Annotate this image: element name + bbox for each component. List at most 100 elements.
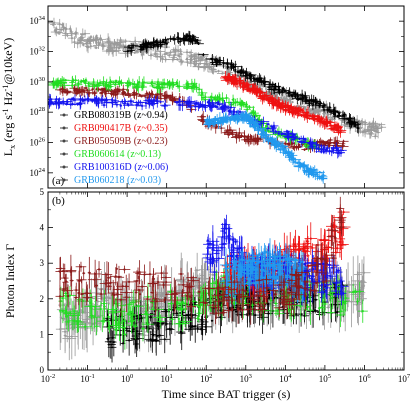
data-point <box>141 104 144 108</box>
data-point <box>327 142 330 146</box>
data-point <box>343 117 346 120</box>
data-point <box>229 106 232 109</box>
data-point <box>282 97 285 100</box>
data-point <box>97 102 100 105</box>
data-point <box>128 94 132 97</box>
data-point <box>266 122 270 126</box>
data-point <box>265 94 268 98</box>
data-point <box>244 74 247 78</box>
data-point <box>294 112 297 115</box>
data-point <box>277 100 280 103</box>
data-point <box>70 98 73 101</box>
data-point <box>129 82 132 86</box>
data-point <box>164 58 167 61</box>
data-point <box>317 116 321 120</box>
data-point <box>84 86 88 90</box>
data-point <box>332 148 335 151</box>
data-point <box>201 91 204 94</box>
data-point <box>281 90 284 93</box>
data-point <box>223 103 226 107</box>
data-point <box>364 123 367 126</box>
data-point <box>113 89 116 93</box>
data-point <box>102 103 106 107</box>
data-point <box>202 66 206 69</box>
data-point <box>227 101 231 104</box>
data-point <box>151 84 154 88</box>
data-point <box>282 87 285 90</box>
data-point <box>356 126 359 129</box>
data-point <box>161 57 164 60</box>
data-point <box>281 104 285 108</box>
panel-a-data-marks <box>48 17 387 184</box>
data-point <box>185 51 189 54</box>
data-point <box>133 83 136 86</box>
data-point <box>212 103 215 107</box>
data-point <box>337 115 340 118</box>
data-point <box>248 106 251 109</box>
data-point <box>96 84 99 87</box>
data-point <box>225 70 228 74</box>
data-point <box>253 78 257 81</box>
data-point <box>249 78 253 82</box>
data-point <box>229 129 232 132</box>
data-point <box>190 82 193 85</box>
data-point <box>341 121 345 124</box>
data-point <box>190 108 193 111</box>
data-point <box>291 100 294 104</box>
data-point <box>221 97 224 100</box>
data-point <box>151 102 154 105</box>
data-point <box>59 88 62 91</box>
data-point <box>262 120 265 123</box>
data-point <box>66 34 69 37</box>
data-point <box>200 58 204 61</box>
data-point <box>308 108 311 111</box>
data-point <box>341 114 345 117</box>
data-point <box>252 87 255 90</box>
data-point <box>71 102 74 106</box>
data-point <box>55 30 58 34</box>
data-point <box>161 41 165 44</box>
data-point <box>172 37 175 40</box>
data-point <box>314 101 317 104</box>
data-point <box>86 39 89 42</box>
data-point <box>231 98 235 101</box>
data-point <box>368 123 372 126</box>
data-point <box>315 118 319 121</box>
data-point <box>246 108 249 111</box>
data-point <box>126 50 129 53</box>
data-point <box>147 99 150 102</box>
data-point <box>150 82 153 85</box>
data-point <box>178 100 181 103</box>
data-point <box>371 125 374 128</box>
data-point <box>292 111 296 114</box>
data-point <box>291 135 295 138</box>
data-point <box>64 27 68 31</box>
data-point <box>311 142 314 145</box>
data-point <box>189 100 193 103</box>
data-point <box>79 102 82 105</box>
data-point <box>301 109 304 112</box>
data-point <box>148 92 151 96</box>
data-point <box>118 43 121 46</box>
data-point <box>124 52 127 55</box>
data-point <box>244 115 247 119</box>
data-point <box>201 96 205 99</box>
data-point <box>79 41 82 44</box>
data-point <box>78 88 81 91</box>
data-point <box>179 50 182 53</box>
data-point <box>245 70 248 74</box>
data-point <box>186 82 189 85</box>
data-point <box>211 101 214 104</box>
data-point <box>198 88 201 91</box>
data-point <box>247 140 251 143</box>
data-point <box>174 48 177 51</box>
data-point <box>308 100 311 104</box>
data-point <box>157 45 160 48</box>
data-point <box>191 37 194 40</box>
data-point <box>159 50 162 53</box>
data-point <box>175 101 179 104</box>
data-point <box>324 123 327 126</box>
data-point <box>121 100 124 103</box>
data-point <box>329 110 333 114</box>
